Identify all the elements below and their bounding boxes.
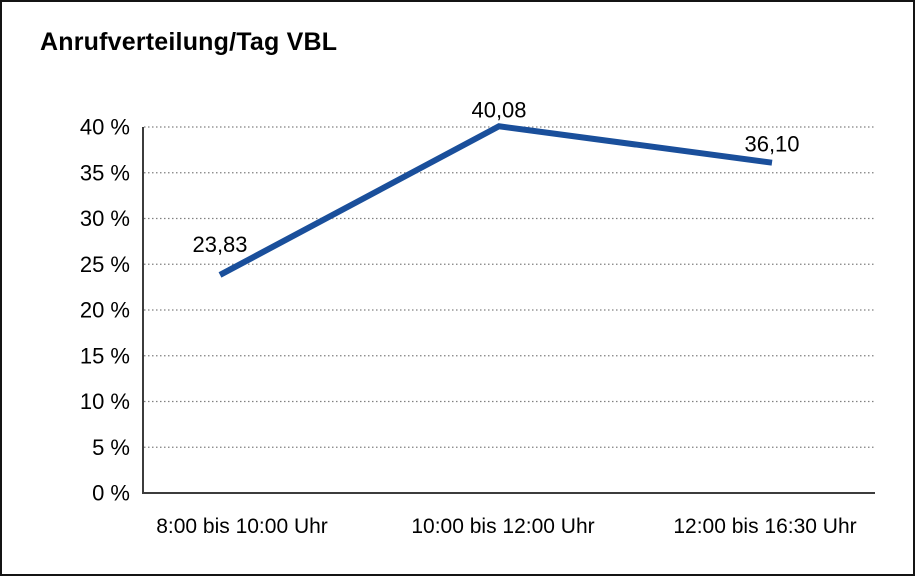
y-tick-label: 0 % xyxy=(92,481,130,506)
y-tick-label: 40 % xyxy=(80,115,130,140)
x-category-label: 10:00 bis 12:00 Uhr xyxy=(411,515,594,538)
x-category-label: 12:00 bis 16:30 Uhr xyxy=(673,515,856,538)
data-point-label: 36,10 xyxy=(744,132,799,157)
chart-title: Anrufverteilung/Tag VBL xyxy=(40,28,338,56)
y-tick-label: 15 % xyxy=(80,343,130,368)
y-tick-label: 25 % xyxy=(80,252,130,277)
y-tick-label: 30 % xyxy=(80,206,130,231)
x-category-label: 8:00 bis 10:00 Uhr xyxy=(156,515,328,538)
y-tick-label: 20 % xyxy=(80,298,130,323)
data-point-label: 23,83 xyxy=(192,232,247,257)
data-series-line xyxy=(218,123,773,278)
y-tick-label: 35 % xyxy=(80,160,130,185)
y-tick-label: 5 % xyxy=(92,435,130,460)
data-point-label: 40,08 xyxy=(471,97,526,122)
y-tick-label: 10 % xyxy=(80,389,130,414)
